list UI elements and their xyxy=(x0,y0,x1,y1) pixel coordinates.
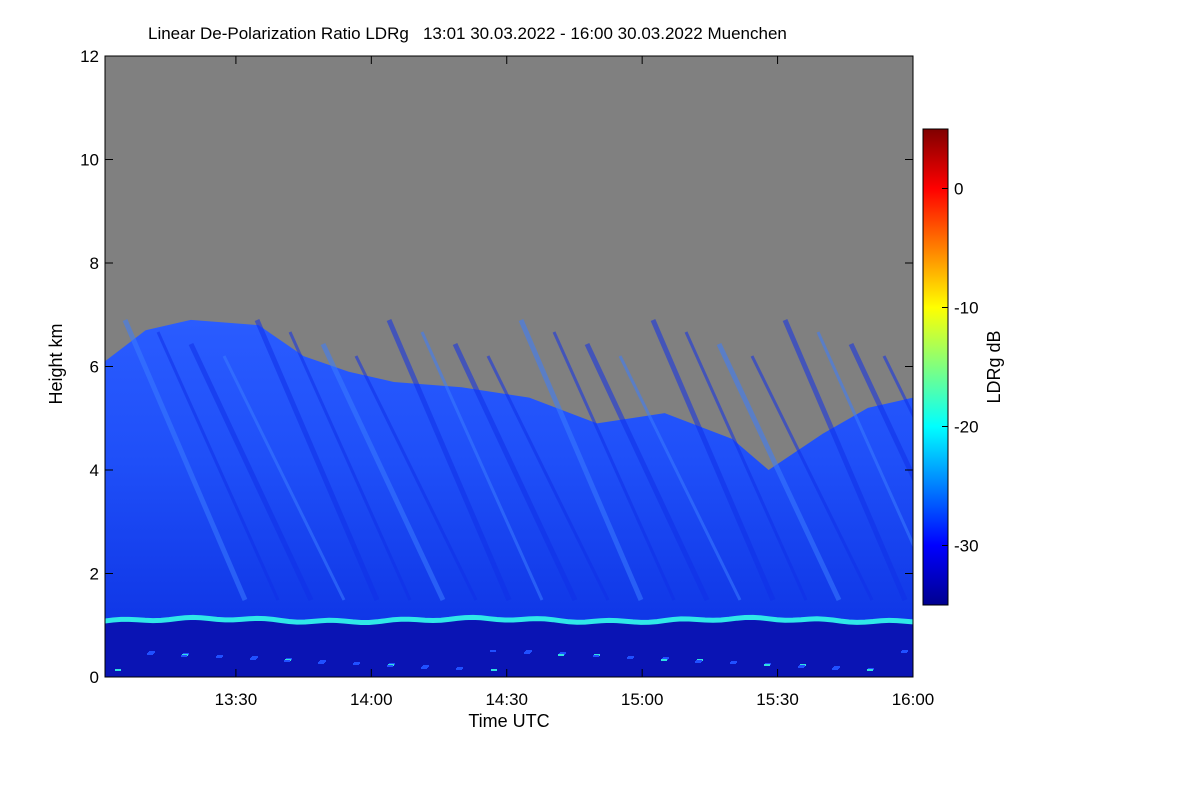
fall-streak xyxy=(386,319,512,601)
x-tick-label: 13:30 xyxy=(215,690,258,709)
fall-streak xyxy=(486,355,610,601)
fall-streaks xyxy=(122,319,1070,602)
y-tick-label: 10 xyxy=(80,151,99,170)
speckle xyxy=(764,664,770,666)
fall-streak xyxy=(684,331,808,601)
speckle xyxy=(661,659,667,661)
speckle xyxy=(181,655,187,657)
colorbar-tick-label: 0 xyxy=(954,180,963,199)
speckle xyxy=(730,662,736,664)
fall-streak xyxy=(156,331,280,601)
speckle xyxy=(387,665,393,667)
speckle xyxy=(491,669,497,671)
speckle xyxy=(524,652,530,654)
speckle xyxy=(867,669,873,671)
colorbar-tick-label: -10 xyxy=(954,299,979,318)
speckle xyxy=(490,650,496,652)
speckle xyxy=(318,662,324,664)
colorbar-tick-label: -30 xyxy=(954,537,979,556)
speckle xyxy=(284,660,290,662)
speckle xyxy=(901,651,907,653)
speckle xyxy=(627,657,633,659)
speckle xyxy=(695,661,701,663)
fall-streak xyxy=(254,319,380,601)
y-tick-label: 0 xyxy=(90,668,99,687)
colorbar-tick-label: -20 xyxy=(954,418,979,437)
boundary-layer-region xyxy=(105,620,913,677)
fall-streak xyxy=(650,319,776,601)
fall-streak xyxy=(122,319,248,601)
y-tick-label: 4 xyxy=(90,461,99,480)
fall-streak xyxy=(716,342,842,602)
fall-streak xyxy=(288,331,412,601)
x-axis-label: Time UTC xyxy=(468,711,549,731)
x-axis: 13:30 14:00 14:30 15:00 15:30 16:00 xyxy=(215,56,935,709)
fall-streak xyxy=(188,342,314,602)
fall-streak xyxy=(354,355,478,601)
colorbar-gradient xyxy=(922,128,949,606)
fall-streak xyxy=(518,319,644,601)
fall-streak xyxy=(222,355,346,601)
x-tick-label: 14:30 xyxy=(485,690,528,709)
y-tick-label: 2 xyxy=(90,565,99,584)
fall-streak xyxy=(420,331,544,601)
fall-streak xyxy=(320,342,446,602)
colorbar-ticks: 0 -10 -20 -30 xyxy=(942,180,979,556)
y-tick-label: 6 xyxy=(90,358,99,377)
speckle xyxy=(798,666,804,668)
x-tick-label: 15:30 xyxy=(756,690,799,709)
speckle xyxy=(456,668,462,670)
fall-streak xyxy=(882,355,913,419)
colorbar: 0 -10 -20 -30 LDRg dB xyxy=(922,128,1004,606)
plot-area xyxy=(105,56,1070,677)
fall-streak xyxy=(848,342,913,483)
x-tick-label: 14:00 xyxy=(350,690,393,709)
y-axis: 0 2 4 6 8 10 12 xyxy=(80,47,913,687)
speckle xyxy=(353,663,359,665)
speckle xyxy=(421,667,427,669)
fall-streak xyxy=(452,342,578,602)
y-tick-label: 8 xyxy=(90,254,99,273)
speckle xyxy=(593,655,599,657)
fall-streak xyxy=(618,355,742,601)
fall-streak xyxy=(816,331,913,548)
boundary-layer-top-line xyxy=(105,614,913,625)
y-tick-label: 12 xyxy=(80,47,99,66)
speckle xyxy=(558,654,564,656)
y-axis-label: Height km xyxy=(46,323,66,404)
speckle xyxy=(832,668,838,670)
fall-streak xyxy=(782,319,908,601)
speckle xyxy=(250,658,256,660)
x-tick-label: 15:00 xyxy=(621,690,664,709)
speckle xyxy=(147,653,153,655)
speckle xyxy=(115,669,121,671)
near-surface-speckles xyxy=(115,650,908,671)
chart-title: Linear De-Polarization Ratio LDRg 13:01 … xyxy=(148,24,787,43)
x-tick-label: 16:00 xyxy=(892,690,935,709)
speckle xyxy=(216,656,222,658)
colorbar-label: LDRg dB xyxy=(984,330,1004,403)
fall-streak xyxy=(750,355,874,601)
fall-streak xyxy=(950,332,1070,600)
fall-streak xyxy=(584,342,710,602)
fall-streak xyxy=(552,331,676,601)
